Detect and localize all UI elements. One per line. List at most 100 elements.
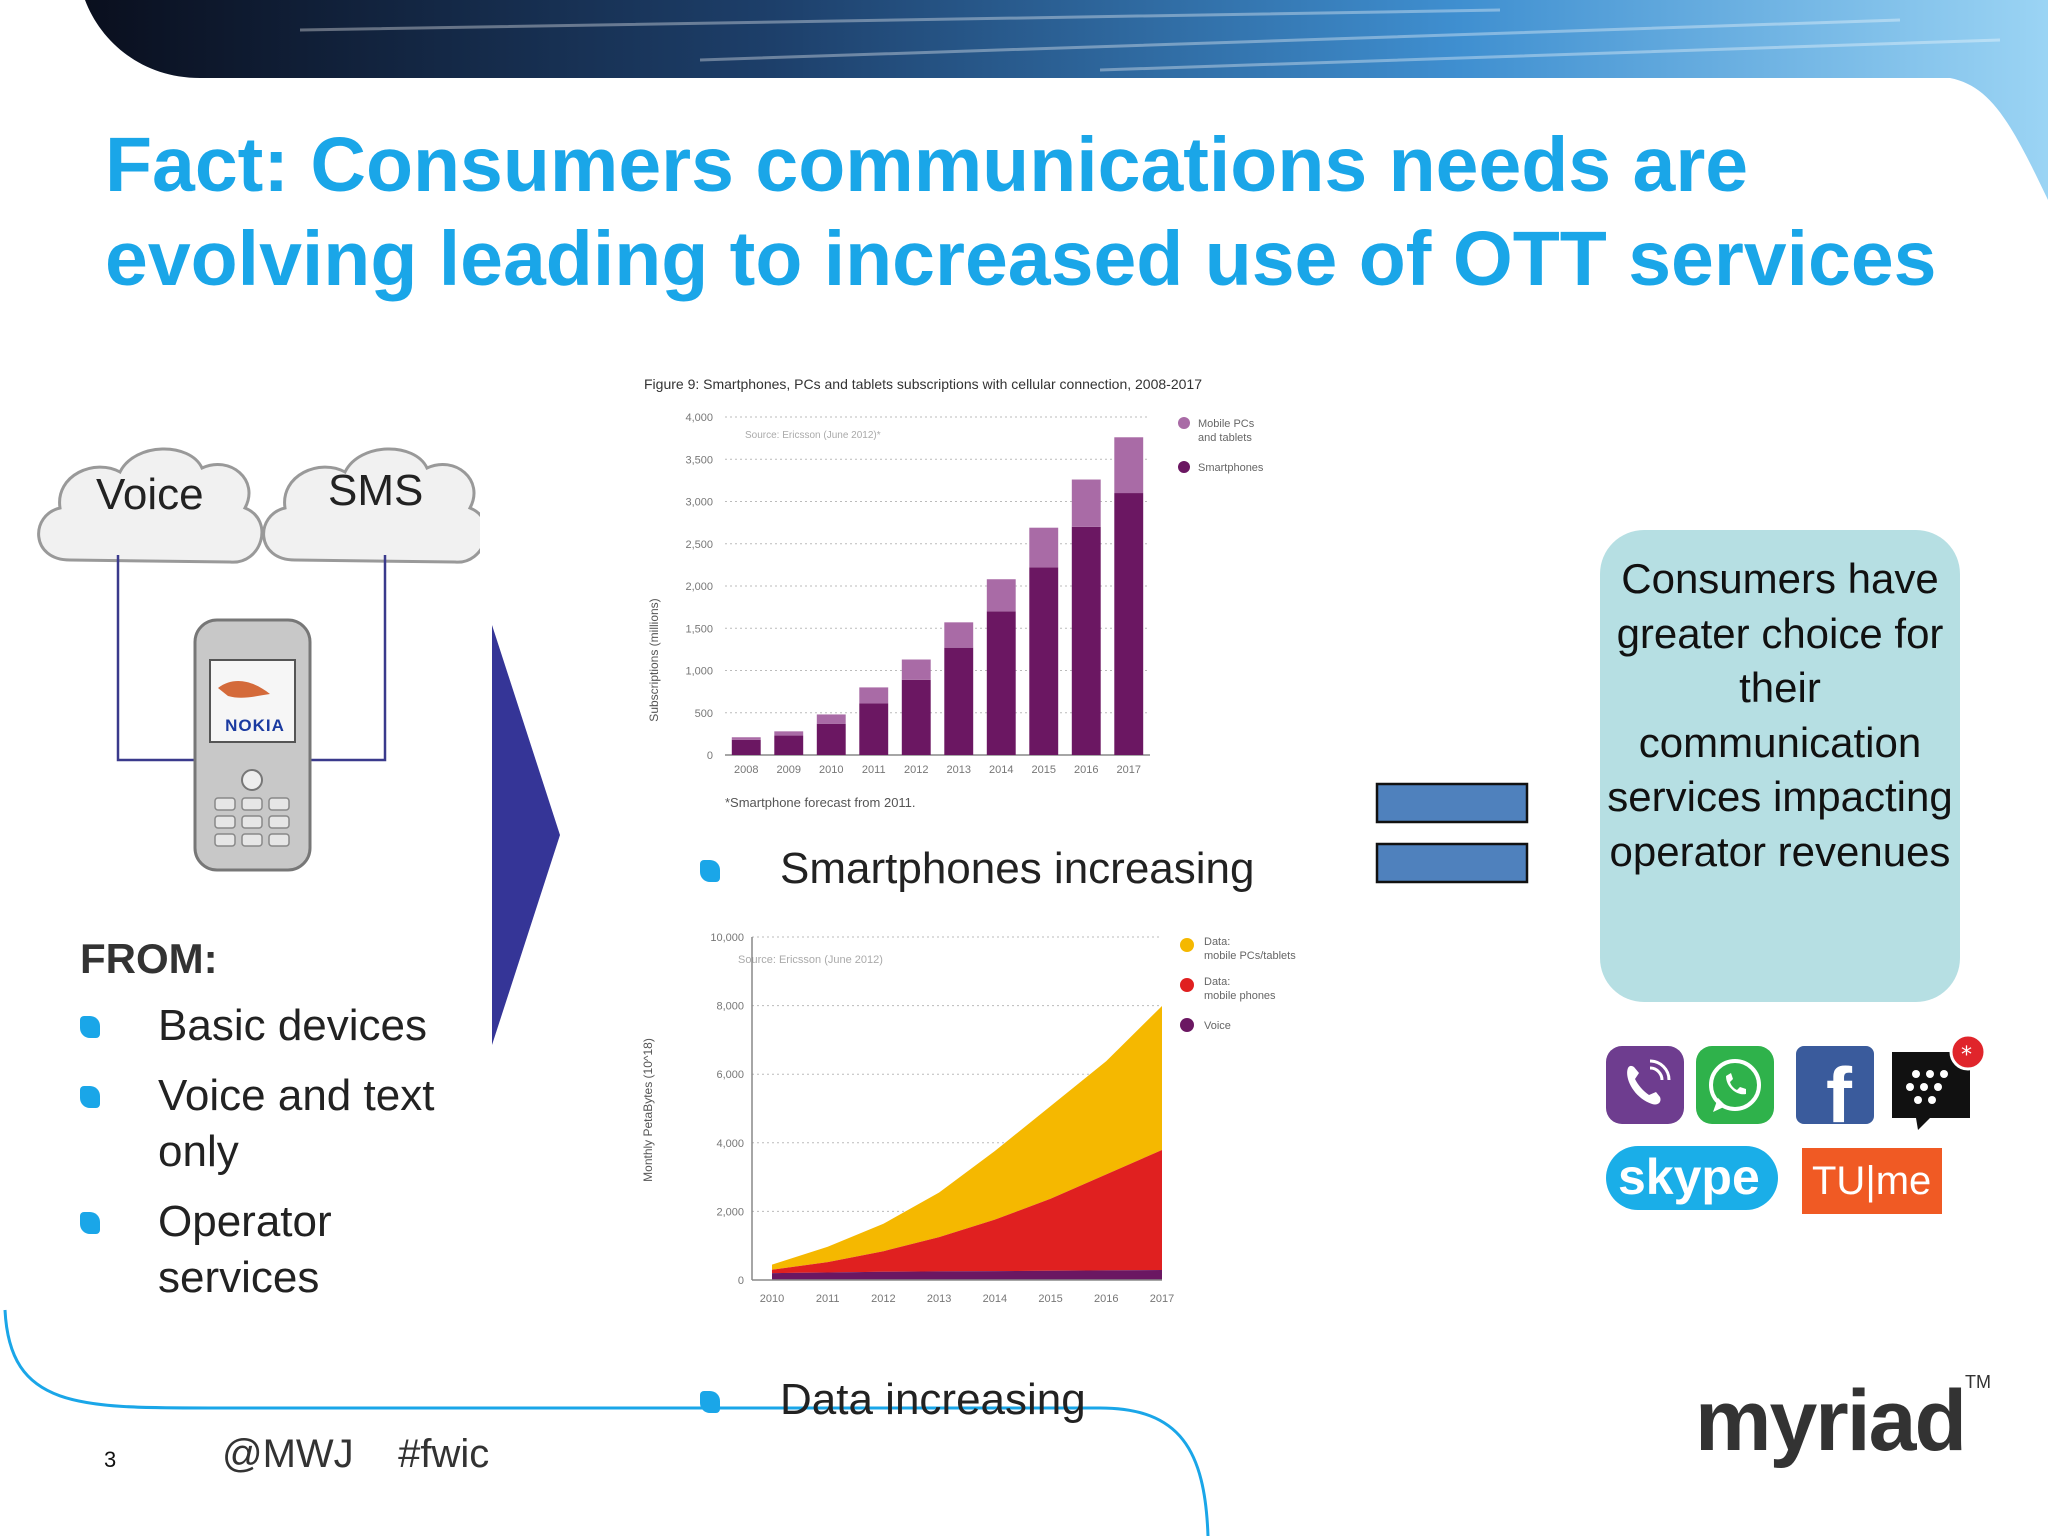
bar-mobile-pcs xyxy=(1114,437,1144,494)
bar-smartphones xyxy=(859,703,889,755)
bar-smartphones xyxy=(1114,493,1144,755)
trademark-mark: TM xyxy=(1965,1372,1992,1392)
subscriptions-bar-chart: Figure 9: Smartphones, PCs and tablets s… xyxy=(644,376,1264,810)
bullet-icon xyxy=(80,1212,100,1234)
legend-label: Data: xyxy=(1204,976,1230,988)
sms-cloud-icon xyxy=(262,447,480,564)
chart-footnote: *Smartphone forecast from 2011. xyxy=(725,795,916,810)
list-item: Operator services xyxy=(80,1194,500,1306)
list-item: Basic devices xyxy=(80,998,500,1054)
y-axis-label: Subscriptions (millions) xyxy=(647,598,661,721)
x-tick-label: 2017 xyxy=(1117,764,1141,776)
legend-label: Voice xyxy=(1204,1020,1231,1032)
skype-icon: skype xyxy=(1606,1146,1778,1210)
y-tick-label: 3,500 xyxy=(685,454,713,466)
myriad-logo: myriadTM xyxy=(1695,1372,1992,1469)
bar-smartphones xyxy=(944,647,974,755)
bar-smartphones xyxy=(1029,567,1059,755)
x-tick-label: 2010 xyxy=(819,764,843,776)
voice-label: Voice xyxy=(96,470,204,519)
bar-mobile-pcs xyxy=(816,714,846,724)
bar-mobile-pcs xyxy=(1029,527,1059,568)
footer-curve xyxy=(3,1309,1210,1536)
svg-text:f: f xyxy=(1826,1051,1853,1139)
equals-icon xyxy=(1375,782,1529,884)
list-item: Voice and text only xyxy=(80,1068,500,1180)
bullet-icon xyxy=(80,1016,100,1038)
x-tick-label: 2011 xyxy=(862,764,886,776)
y-tick-label: 2,000 xyxy=(685,581,713,593)
whatsapp-icon xyxy=(1696,1046,1774,1124)
y-tick-label: 2,500 xyxy=(685,539,713,551)
data-caption: Data increasing xyxy=(700,1375,2048,1425)
y-axis-label: Monthly PetaBytes (10^18) xyxy=(641,1038,655,1182)
y-tick-label: 6,000 xyxy=(716,1069,744,1081)
y-tick-label: 8,000 xyxy=(716,1001,744,1013)
x-tick-label: 2014 xyxy=(983,1293,1007,1305)
x-tick-label: 2013 xyxy=(927,1293,951,1305)
x-tick-label: 2014 xyxy=(989,764,1013,776)
legend-label: Data: xyxy=(1204,936,1230,948)
area-data-phones xyxy=(772,1150,1162,1274)
chart-title: Figure 9: Smartphones, PCs and tablets s… xyxy=(644,376,1202,392)
x-tick-label: 2009 xyxy=(777,764,801,776)
viber-icon xyxy=(1606,1046,1684,1124)
svg-text:skype: skype xyxy=(1618,1149,1760,1205)
bar-smartphones xyxy=(986,611,1016,755)
bullet-icon xyxy=(700,860,720,882)
social-tags: @MWJ #fwic xyxy=(222,1432,490,1476)
bar-smartphones xyxy=(1071,526,1101,755)
y-tick-label: 0 xyxy=(707,750,713,762)
x-tick-label: 2012 xyxy=(871,1293,895,1305)
facebook-icon: f xyxy=(1796,1046,1874,1139)
from-heading: FROM: xyxy=(80,935,218,982)
x-tick-label: 2012 xyxy=(904,764,928,776)
sms-label: SMS xyxy=(328,466,424,515)
legend-swatch xyxy=(1178,461,1190,473)
ott-app-icons: f * skype TU|me xyxy=(1606,1033,1987,1214)
y-tick-label: 10,000 xyxy=(710,932,744,944)
nokia-phone-icon xyxy=(193,618,312,872)
legend-label: mobile phones xyxy=(1204,990,1276,1002)
legacy-services-diagram xyxy=(37,447,480,872)
bar-mobile-pcs xyxy=(1071,479,1101,527)
x-tick-label: 2011 xyxy=(816,1293,840,1305)
legend-swatch xyxy=(1180,1018,1194,1032)
consumer-choice-box: Consumers have greater choice for their … xyxy=(1600,530,1960,1002)
tu-me-icon: TU|me xyxy=(1802,1148,1942,1214)
phone-brand-label: NOKIA xyxy=(225,716,285,735)
svg-text:*: * xyxy=(1961,1043,1972,1068)
x-tick-label: 2013 xyxy=(947,764,971,776)
x-tick-label: 2015 xyxy=(1038,1293,1062,1305)
header-swoosh xyxy=(85,0,2048,200)
legend-label: mobile PCs/tablets xyxy=(1204,950,1296,962)
bbm-icon: * xyxy=(1892,1033,1987,1130)
x-tick-label: 2008 xyxy=(734,764,758,776)
legend-swatch xyxy=(1180,938,1194,952)
bar-mobile-pcs xyxy=(731,737,761,740)
x-tick-label: 2016 xyxy=(1074,764,1098,776)
bar-mobile-pcs xyxy=(901,659,931,680)
x-tick-label: 2010 xyxy=(760,1293,784,1305)
y-tick-label: 1,500 xyxy=(685,623,713,635)
y-tick-label: 500 xyxy=(695,708,713,720)
bar-mobile-pcs xyxy=(774,731,804,736)
chart-source: Source: Ericsson (June 2012)* xyxy=(745,430,881,441)
bar-smartphones xyxy=(901,679,931,755)
y-tick-label: 4,000 xyxy=(685,412,713,424)
legend-swatch xyxy=(1180,978,1194,992)
bar-mobile-pcs xyxy=(944,622,974,648)
legend-label: Mobile PCs xyxy=(1198,418,1255,430)
legend-swatch xyxy=(1178,417,1190,429)
mobile-traffic-area-chart: Source: Ericsson (June 2012) Monthly Pet… xyxy=(641,932,1296,1305)
y-tick-label: 4,000 xyxy=(716,1138,744,1150)
y-tick-label: 0 xyxy=(738,1275,744,1287)
bar-smartphones xyxy=(731,739,761,755)
x-tick-label: 2016 xyxy=(1094,1293,1118,1305)
y-tick-label: 3,000 xyxy=(685,497,713,509)
y-tick-label: 2,000 xyxy=(716,1206,744,1218)
x-tick-label: 2017 xyxy=(1150,1293,1174,1305)
page-number: 3 xyxy=(104,1447,117,1472)
from-list: Basic devices Voice and text only Operat… xyxy=(80,998,500,1320)
consumer-choice-text: Consumers have greater choice for their … xyxy=(1607,555,1953,875)
